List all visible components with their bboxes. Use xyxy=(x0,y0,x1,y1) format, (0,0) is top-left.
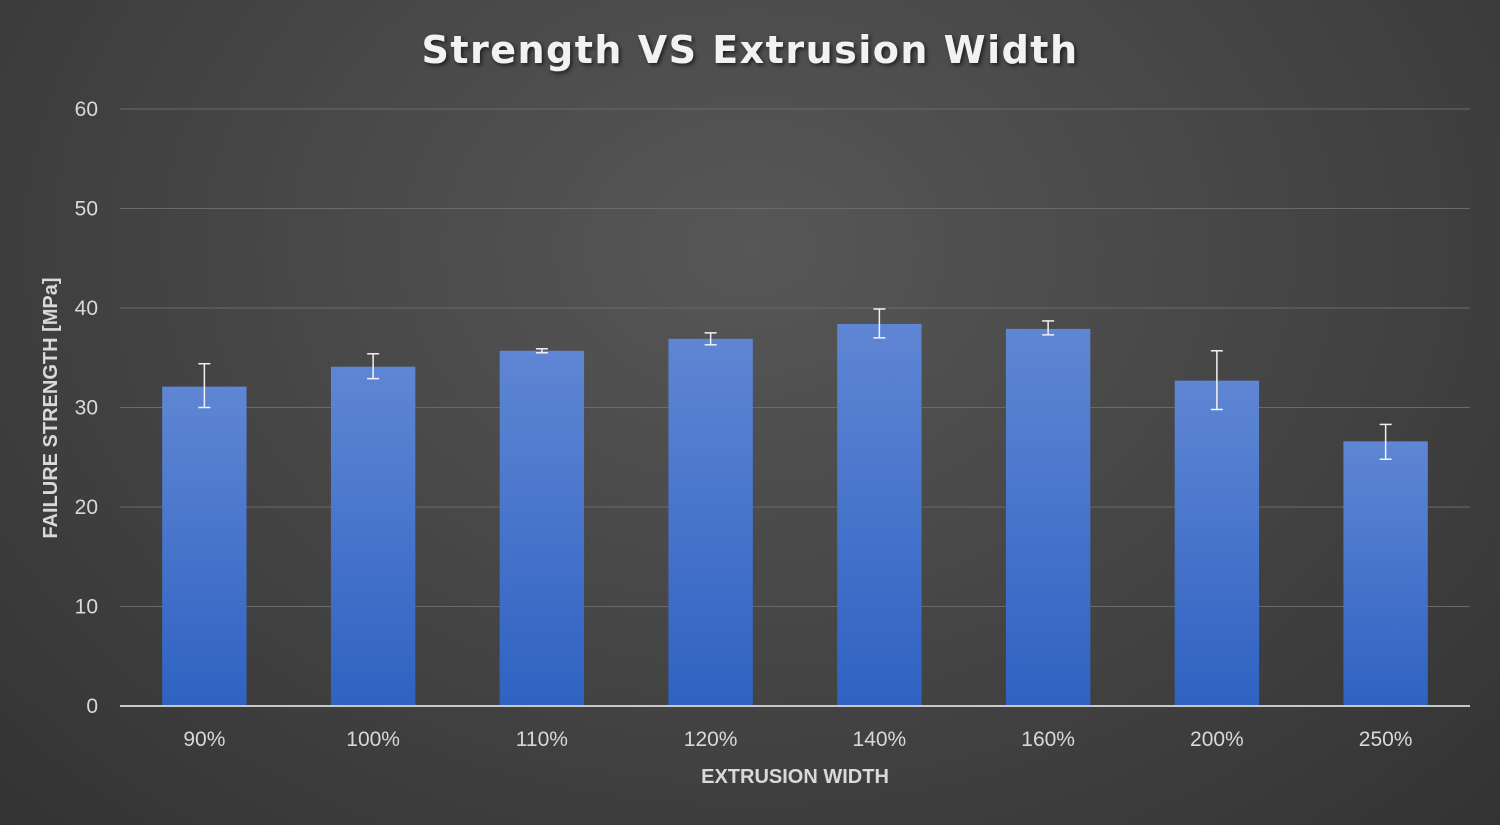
bar xyxy=(330,366,416,706)
bar xyxy=(1174,380,1260,706)
x-tick-label: 200% xyxy=(1190,728,1244,751)
error-bar xyxy=(1210,350,1223,411)
y-tick-label: 10 xyxy=(75,596,98,619)
y-tick-label: 40 xyxy=(75,297,98,320)
error-bar xyxy=(1379,423,1392,460)
y-tick-label: 0 xyxy=(86,695,98,718)
chart-title: Strength VS Extrusion Width xyxy=(421,28,1078,72)
x-tick-label: 250% xyxy=(1359,728,1413,751)
bar xyxy=(162,386,247,706)
x-tick-label: 110% xyxy=(516,728,568,751)
error-bar xyxy=(198,362,211,409)
y-axis-title: FAILURE STRENGTH [MPa] xyxy=(40,277,62,538)
x-tick-label: 100% xyxy=(346,728,400,751)
y-tick-label: 50 xyxy=(75,198,98,221)
bar xyxy=(837,323,922,706)
error-bar xyxy=(535,348,548,354)
gridlines xyxy=(120,108,1470,607)
x-tick-label: 140% xyxy=(853,728,907,751)
x-tick-label: 160% xyxy=(1021,728,1075,751)
bars xyxy=(162,323,1428,706)
x-axis-ticks: 90% 100% 110% 120% 140% 160% 200% 250% xyxy=(183,728,1412,751)
error-bar xyxy=(704,332,717,346)
bar xyxy=(1005,328,1091,706)
x-tick-label: 90% xyxy=(183,728,225,751)
y-tick-label: 60 xyxy=(75,98,98,121)
x-tick-label: 120% xyxy=(684,728,738,751)
bar xyxy=(1343,441,1428,706)
y-axis-ticks: 0 10 20 30 40 50 60 xyxy=(75,98,98,718)
bar xyxy=(668,338,753,706)
error-bar xyxy=(873,308,886,339)
bar xyxy=(499,350,585,706)
error-bar xyxy=(1042,320,1055,336)
error-bar xyxy=(367,353,380,380)
y-tick-label: 30 xyxy=(75,397,98,420)
error-bars xyxy=(198,308,1392,460)
y-tick-label: 20 xyxy=(75,496,98,519)
x-axis-title: EXTRUSION WIDTH xyxy=(701,766,889,788)
